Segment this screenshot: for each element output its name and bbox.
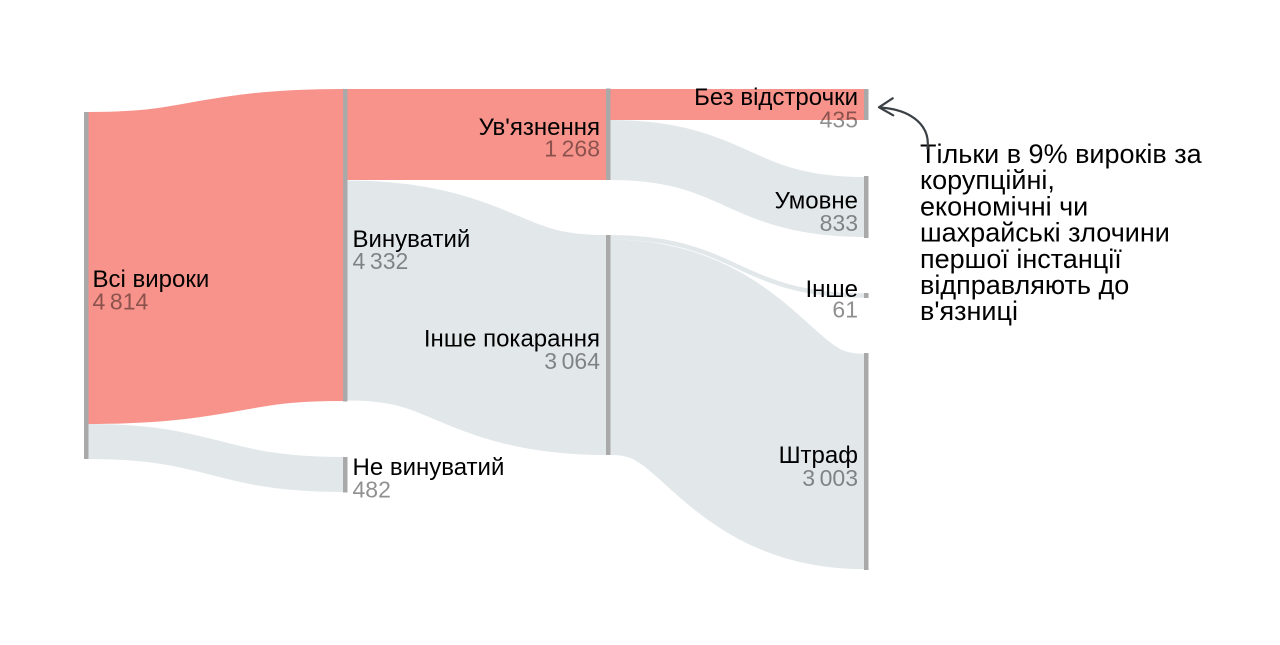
svg-text:61: 61 [832,297,858,323]
svg-text:першої інстанції: першої інстанції [920,244,1122,274]
svg-text:Штраф: Штраф [779,442,858,469]
svg-text:Ув'язнення: Ув'язнення [479,114,600,141]
svg-text:Без відстрочки: Без відстрочки [694,84,858,111]
svg-text:Інше покарання: Інше покарання [424,326,600,353]
svg-text:435: 435 [820,107,858,133]
svg-text:Умовне: Умовне [775,188,858,215]
svg-text:Всі вироки: Всі вироки [93,266,210,293]
svg-text:Винуватий: Винуватий [353,226,471,253]
svg-text:482: 482 [353,477,391,503]
svg-text:Не винуватий: Не винуватий [353,454,505,481]
svg-text:шахрайські злочини: шахрайські злочини [920,218,1170,248]
svg-text:відправляють до: відправляють до [920,270,1129,300]
svg-text:економічні чи: економічні чи [920,191,1088,221]
svg-text:3 003: 3 003 [802,465,858,491]
svg-text:корупційні,: корупційні, [920,165,1055,195]
svg-text:4 814: 4 814 [93,289,149,315]
svg-text:833: 833 [820,210,858,236]
svg-text:1 268: 1 268 [544,136,600,162]
svg-text:в'язниці: в'язниці [920,296,1018,326]
svg-text:Тільки в 9% вироків за: Тільки в 9% вироків за [920,139,1203,169]
svg-text:4 332: 4 332 [353,248,409,274]
svg-text:Інше: Інше [805,276,858,303]
svg-text:3 064: 3 064 [544,348,600,374]
